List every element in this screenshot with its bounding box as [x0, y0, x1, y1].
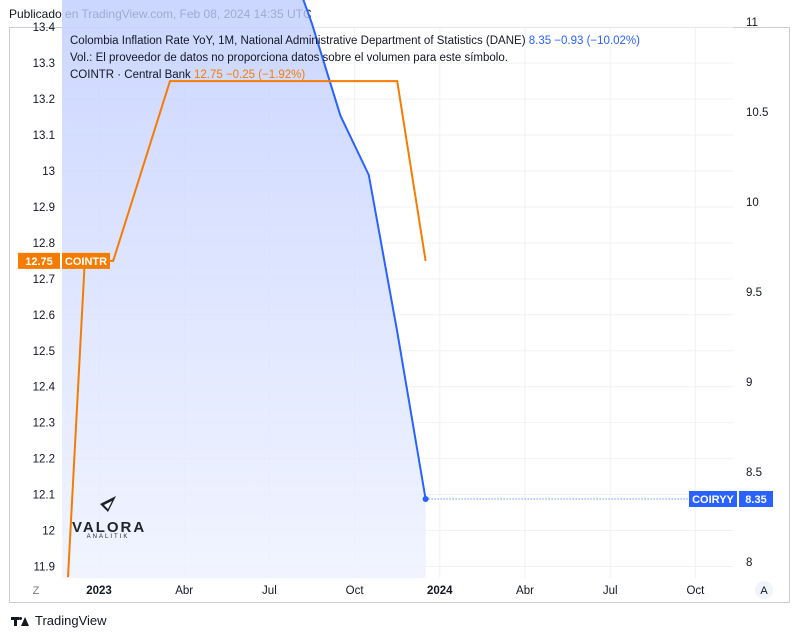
- legend-volume: Vol.: El proveedor de datos no proporcio…: [70, 52, 508, 64]
- series-layer: [67, 0, 733, 578]
- cointr-value-text: 12.75: [25, 256, 53, 268]
- left-tick-label: 12.6: [33, 310, 55, 322]
- x-tick-label: 2024: [427, 585, 453, 597]
- right-tick-label: 9: [746, 377, 752, 389]
- valora-watermark: VALORA ANALITIK: [72, 494, 144, 540]
- left-axis: 11.9 12 12.1 12.2 12.3 12.4 12.5 12.6 12.7 12.8 12…: [33, 22, 56, 573]
- x-tick-label: Jul: [262, 585, 277, 597]
- left-tick-label: 12: [42, 526, 55, 538]
- left-tick-label: 13.4: [33, 22, 56, 34]
- left-tick-label: 13: [42, 166, 55, 178]
- valora-sub: ANALITIK: [86, 534, 130, 540]
- left-tick-label: 13.1: [33, 130, 55, 142]
- coiryy-label-badge: [689, 491, 737, 507]
- right-tick-label: 11: [746, 17, 758, 29]
- cointr-label-text: COINTR: [65, 256, 107, 268]
- x-tick-label: Abr: [175, 585, 193, 597]
- x-tick-label: 2023: [86, 585, 112, 597]
- left-tick-label: 12.9: [33, 202, 55, 214]
- x-tick-label: Oct: [346, 585, 365, 597]
- price-badges: 12.75 COINTR COIRYY 8.35: [18, 252, 773, 507]
- left-tick-label: 12.3: [33, 418, 55, 430]
- left-tick-label: 13.3: [33, 58, 55, 70]
- coiryy-label-text: COIRYY: [692, 494, 734, 506]
- inflation-area-fill: [62, 0, 426, 578]
- left-tick-label: 12.1: [33, 490, 55, 502]
- x-tick-label: Jul: [603, 585, 618, 597]
- valora-logo-icon: [100, 496, 116, 512]
- right-tick-label: 8.5: [746, 467, 762, 479]
- left-tick-label: 12.5: [33, 346, 55, 358]
- legend-inflation[interactable]: Colombia Inflation Rate YoY, 1M, Nationa…: [70, 35, 640, 47]
- legend-rate-title: COINTR · Central Bank: [70, 69, 191, 81]
- cointr-label-badge: [62, 252, 110, 269]
- right-tick-label: 9.5: [746, 287, 762, 299]
- left-tick-label: 12.4: [33, 382, 56, 394]
- coiryy-value-text: 8.35: [745, 494, 766, 506]
- footer-brand[interactable]: TradingView: [11, 613, 107, 628]
- left-tick-label: 12.2: [33, 454, 55, 466]
- right-tick-label: 8: [746, 557, 752, 569]
- right-tick-label: 10.5: [746, 107, 768, 119]
- tradingview-logo-icon: [11, 615, 31, 627]
- coiryy-value-badge: [739, 491, 773, 507]
- x-tick-label: Oct: [686, 585, 705, 597]
- left-tick-label: 13.2: [33, 94, 55, 106]
- inflation-area: [62, 0, 426, 578]
- legend-inflation-title: Colombia Inflation Rate YoY, 1M, Nationa…: [70, 35, 526, 47]
- left-tick-label: 11.9: [33, 561, 55, 573]
- cointr-value-badge: [18, 252, 60, 269]
- legend-rate[interactable]: COINTR · Central Bank 12.75 −0.25 (−1.92…: [70, 69, 305, 81]
- rate-line: [67, 80, 427, 578]
- legend-rate-value: 12.75 −0.25 (−1.92%): [193, 69, 306, 81]
- valora-name: VALORA: [72, 519, 147, 536]
- auto-scale-button[interactable]: A: [760, 585, 768, 597]
- left-tick-label: 12.7: [33, 274, 55, 286]
- x-tick-label: Abr: [516, 585, 534, 597]
- inflation-last-point: [422, 496, 429, 502]
- auto-scale-button-bg: [755, 581, 773, 599]
- scale-left-button[interactable]: Z: [33, 585, 40, 597]
- inflation-line: [302, 0, 427, 500]
- x-axis: 2023 Abr Jul Oct 2024 Abr Jul Oct Z A: [33, 581, 773, 599]
- legend-inflation-value: 8.35 −0.93 (−10.02%): [528, 35, 640, 47]
- left-tick-label: 12.8: [33, 238, 55, 250]
- footer-brand-label: TradingView: [35, 613, 107, 628]
- right-tick-label: 10: [746, 197, 759, 209]
